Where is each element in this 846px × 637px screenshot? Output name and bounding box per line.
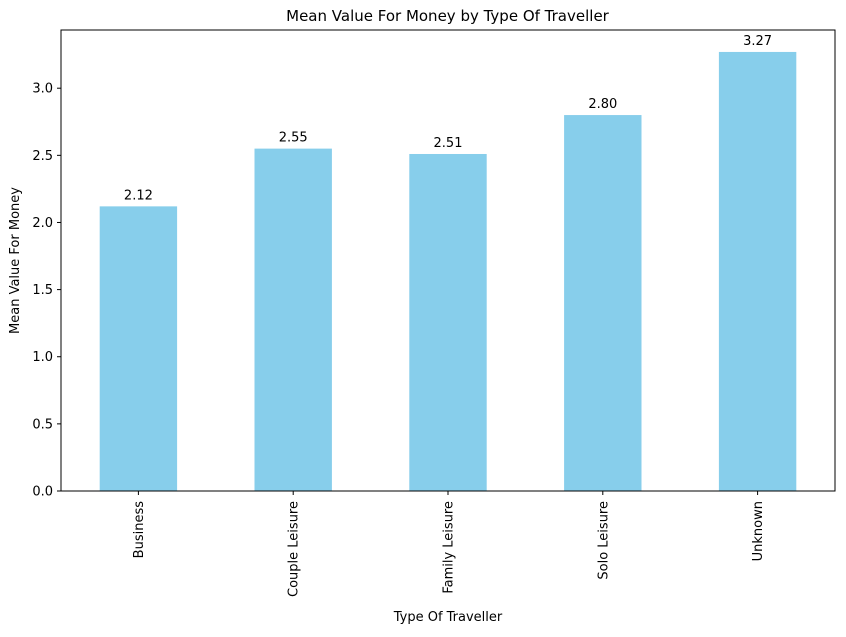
bar-business xyxy=(99,206,178,492)
x-tick-label: Business xyxy=(132,501,147,559)
data-label-family-leisure: 2.51 xyxy=(434,136,463,151)
x-tick-label: Solo Leisure xyxy=(596,501,611,580)
x-tick-label: Family Leisure xyxy=(442,501,457,594)
data-labels-layer: 2.12 2.55 2.51 2.80 3.27 xyxy=(124,34,772,203)
data-label-business: 2.12 xyxy=(124,188,153,203)
x-tick-label: Couple Leisure xyxy=(287,501,302,597)
bar-solo-leisure xyxy=(564,115,642,491)
data-label-couple-leisure: 2.55 xyxy=(279,131,308,146)
data-label-unknown: 3.27 xyxy=(743,34,772,49)
data-label-solo-leisure: 2.80 xyxy=(588,97,617,112)
y-tick-label: 0.0 xyxy=(32,485,53,500)
bar-couple-leisure xyxy=(254,148,332,491)
bar-family-leisure xyxy=(409,153,487,492)
y-tick-label: 2.0 xyxy=(32,216,53,231)
y-tick-label: 1.5 xyxy=(32,283,53,298)
plot-frame xyxy=(60,29,836,492)
y-tick-label: 0.5 xyxy=(32,417,53,432)
y-axis: 0.0 0.5 1.0 1.5 2.0 2.5 3.0 xyxy=(32,82,61,500)
x-tick-label: Unknown xyxy=(751,501,766,561)
bar-unknown xyxy=(718,51,797,491)
y-axis-title: Mean Value For Money xyxy=(8,187,23,334)
bars-layer xyxy=(99,51,797,492)
x-axis-title: Type Of Traveller xyxy=(393,610,503,625)
y-tick-label: 1.0 xyxy=(32,350,53,365)
y-tick-label: 3.0 xyxy=(32,82,53,97)
chart-title: Mean Value For Money by Type Of Travelle… xyxy=(286,7,610,25)
y-tick-label: 2.5 xyxy=(32,149,53,164)
x-axis: Business Couple Leisure Family Leisure Solo… xyxy=(132,491,766,597)
